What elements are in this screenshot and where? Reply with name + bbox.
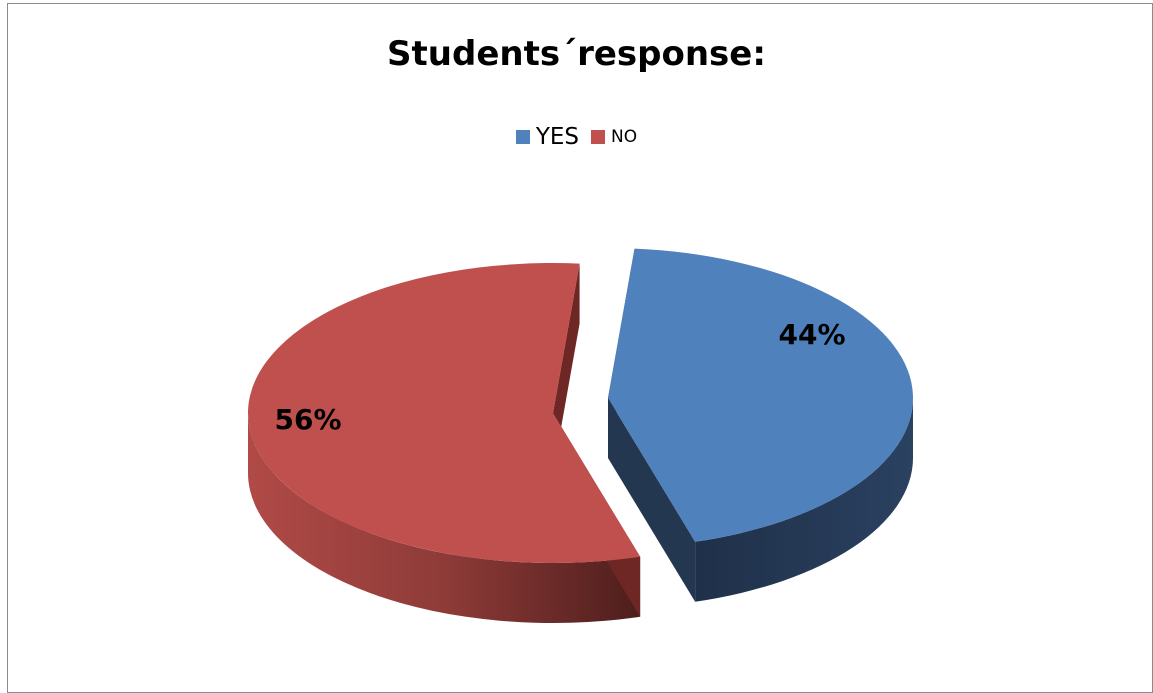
pie-chart: 44% 56% (248, 248, 914, 623)
data-label-yes: 44% (778, 318, 845, 351)
data-label-no: 56% (274, 403, 341, 436)
slice-top-yes (608, 248, 914, 542)
slice-outer-wall (248, 413, 641, 623)
slice-cut-wall (553, 263, 580, 473)
legend-label-no: NO (611, 127, 638, 147)
chart-legend: YES NO (0, 124, 1153, 150)
legend-entry-yes: YES (515, 124, 580, 150)
chart-title: Students´response: (387, 34, 766, 74)
legend-swatch-yes (515, 130, 530, 144)
legend-swatch-no (591, 130, 606, 144)
legend-entry-no: NO (591, 127, 637, 147)
slice-outer-wall (695, 398, 913, 602)
legend-label-yes: YES (535, 124, 580, 150)
slice-cut-wall (608, 398, 696, 602)
pie-layer: 44% 56% (248, 248, 914, 623)
slice-top-no (248, 263, 641, 563)
